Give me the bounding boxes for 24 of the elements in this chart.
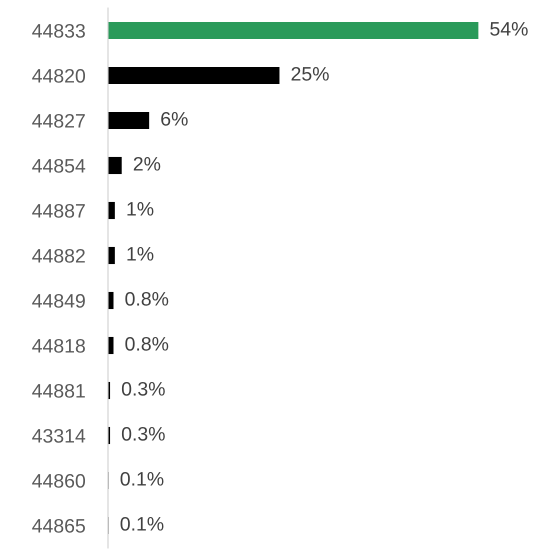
- data-label: 2%: [134, 156, 160, 171]
- y-tick-label: 44849: [32, 294, 85, 308]
- data-label: 6%: [161, 112, 188, 126]
- y-tick-label: 44833: [32, 24, 85, 38]
- data-label: 1%: [127, 202, 154, 216]
- y-tick-label: 44854: [32, 158, 86, 173]
- data-label: 54%: [490, 22, 528, 36]
- y-tick-label: 44882: [32, 248, 85, 263]
- data-label: 0.3%: [122, 382, 165, 396]
- y-tick-label: 44827: [32, 114, 85, 128]
- data-label: 0.3%: [122, 426, 165, 441]
- y-tick-label: 44865: [32, 518, 85, 533]
- data-label: 0.1%: [120, 516, 164, 531]
- y-tick-label: 44818: [32, 338, 85, 353]
- data-label: 1%: [127, 247, 154, 261]
- y-tick-label: 44860: [32, 474, 86, 488]
- y-tick-label: 44820: [32, 68, 86, 83]
- data-label: 0.8%: [125, 336, 168, 351]
- data-label: 0.1%: [120, 472, 164, 486]
- y-tick-label: 43314: [32, 428, 86, 443]
- y-tick-label: 44881: [32, 384, 85, 398]
- y-tick-label: 44887: [32, 204, 85, 218]
- data-label: 0.8%: [125, 292, 168, 306]
- data-label: 25%: [292, 66, 329, 81]
